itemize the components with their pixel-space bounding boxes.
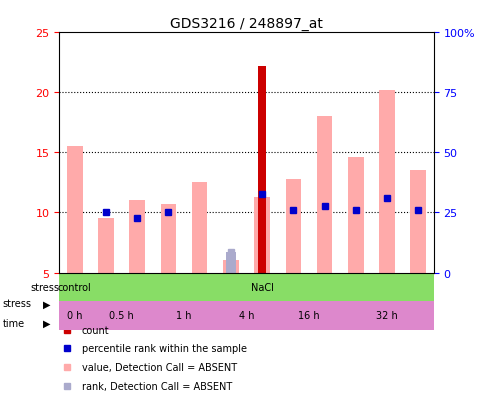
Bar xyxy=(161,204,176,273)
Text: 0 h: 0 h xyxy=(67,311,82,320)
Bar xyxy=(317,117,332,273)
Bar xyxy=(67,147,83,273)
Bar xyxy=(379,90,395,273)
Bar xyxy=(254,197,270,273)
Bar xyxy=(285,179,301,273)
Text: stress: stress xyxy=(2,299,32,309)
Bar xyxy=(153,301,215,330)
Text: 4 h: 4 h xyxy=(239,311,254,320)
Text: count: count xyxy=(82,325,109,335)
Bar xyxy=(215,301,278,330)
Bar xyxy=(59,301,90,330)
Bar xyxy=(98,219,114,273)
Bar xyxy=(223,261,239,273)
Text: percentile rank within the sample: percentile rank within the sample xyxy=(82,344,246,354)
Text: 32 h: 32 h xyxy=(376,311,398,320)
Bar xyxy=(278,301,340,330)
Text: rank, Detection Call = ABSENT: rank, Detection Call = ABSENT xyxy=(82,381,232,391)
Text: stress: stress xyxy=(30,282,59,292)
Bar xyxy=(129,201,145,273)
Text: control: control xyxy=(58,282,92,292)
Text: ▶: ▶ xyxy=(43,299,51,309)
Bar xyxy=(258,66,266,273)
Bar xyxy=(192,183,208,273)
Text: 0.5 h: 0.5 h xyxy=(109,311,134,320)
Bar xyxy=(90,301,153,330)
Text: NaCl: NaCl xyxy=(250,282,274,292)
Title: GDS3216 / 248897_at: GDS3216 / 248897_at xyxy=(170,17,323,31)
Text: 16 h: 16 h xyxy=(298,311,320,320)
Bar xyxy=(340,301,434,330)
Text: value, Detection Call = ABSENT: value, Detection Call = ABSENT xyxy=(82,362,237,372)
Text: ▶: ▶ xyxy=(43,318,51,328)
Bar xyxy=(226,252,236,273)
Text: 1 h: 1 h xyxy=(176,311,192,320)
Bar xyxy=(59,273,90,301)
Text: time: time xyxy=(2,318,25,328)
Bar xyxy=(410,171,426,273)
Bar xyxy=(348,158,363,273)
